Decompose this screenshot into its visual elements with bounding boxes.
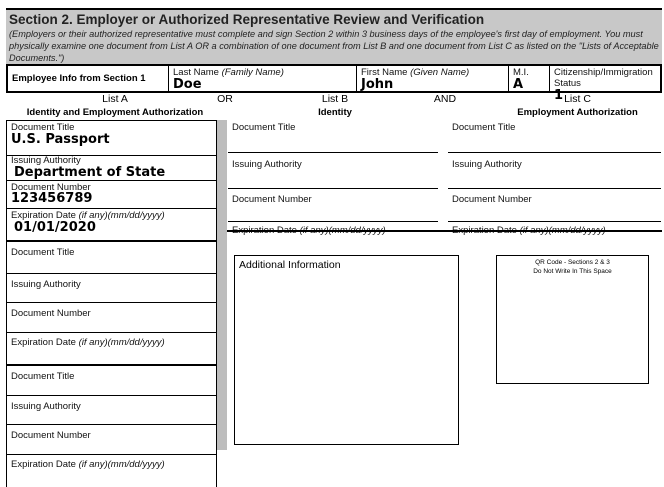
field-label: Issuing Authority [232,159,302,170]
list-b-issuing[interactable]: Issuing Authority [228,153,438,189]
list-a-heading: List A Identity and Employment Authorizat… [20,93,210,119]
list-b-doc-number[interactable]: Document Number [228,189,438,222]
list-a-doc1-title[interactable]: Document Title U.S. Passport [7,121,216,156]
list-b-doc-title[interactable]: Document Title [228,120,438,153]
section-header: Section 2. Employer or Authorized Repres… [6,8,662,65]
field-value: Department of State [14,165,166,180]
list-a-subtitle: Identity and Employment Authorization [26,107,204,118]
field-label: Issuing Authority [11,155,81,166]
or-label: OR [217,93,233,105]
field-label: Document Number [452,194,532,205]
qr-code-box: QR Code - Sections 2 & 3 Do Not Write In … [496,255,649,384]
list-c-heading: List C Employment Authorization [510,93,645,119]
list-c-title: List C [564,93,591,105]
list-a-doc2-issuing[interactable]: Issuing Authority [7,274,216,303]
list-b-expiration[interactable]: Expiration Date (if any)(mm/dd/yyyy) [228,222,438,257]
and-label: AND [433,93,457,105]
list-c-doc-number[interactable]: Document Number [448,189,661,222]
field-label: Document Number [11,308,91,319]
first-name-value: John [361,77,394,92]
list-a-doc2-number[interactable]: Document Number [7,303,216,333]
list-b-title: List B [321,93,349,105]
field-value: 01/01/2020 [14,220,96,235]
list-b-subtitle: Identity [318,107,352,118]
list-a-column: Document Title U.S. Passport Issuing Auth… [6,120,217,487]
status-label: Citizenship/Immigration Status [554,67,653,89]
section-title: Section 2. Employer or Authorized Repres… [9,12,485,27]
list-a-doc3-expiration[interactable]: Expiration Date (if any)(mm/dd/yyyy) [7,455,216,487]
last-name-hint: (Family Name) [221,67,284,78]
field-label: Document Number [11,182,91,193]
mi-field[interactable]: M.I. A [509,66,550,92]
field-label: Document Title [11,247,75,258]
field-label: Document Title [11,371,75,382]
list-a-doc2-title[interactable]: Document Title [7,242,216,274]
field-hint: (if any)(mm/dd/yyyy) [78,210,165,221]
field-value: 123456789 [11,191,93,206]
field-label: Document Title [232,122,296,133]
list-a-doc1-expiration[interactable]: Expiration Date (if any)(mm/dd/yyyy) 01/0… [7,209,216,242]
qr-notice: Do Not Write In This Space [533,268,612,275]
section-instructions: (Employers or their authorized represent… [9,29,659,63]
field-hint: (if any)(mm/dd/yyyy) [78,337,165,348]
field-label: Issuing Authority [11,279,81,290]
first-name-field[interactable]: First Name (Given Name) John [357,66,509,92]
field-label: Issuing Authority [11,401,81,412]
list-a-doc3-issuing[interactable]: Issuing Authority [7,396,216,425]
last-name-field[interactable]: Last Name (Family Name) Doe [169,66,357,92]
additional-info-box[interactable]: Additional Information [234,255,459,445]
field-label: Expiration Date [11,337,79,348]
status-field[interactable]: Citizenship/Immigration Status 1 [550,66,660,103]
section-divider [227,230,662,232]
first-name-label: First Name [361,67,408,78]
list-c-subtitle: Employment Authorization [517,107,638,118]
field-label: Expiration Date [11,210,79,221]
list-a-doc1-number[interactable]: Document Number 123456789 [7,181,216,209]
list-b-heading: List B Identity [290,93,380,119]
field-label: Expiration Date [11,459,79,470]
column-divider [217,120,227,450]
last-name-label: Last Name [173,67,219,78]
list-b-column: Document Title Issuing Authority Documen… [228,120,438,257]
list-a-title: List A [102,93,128,105]
additional-info-label: Additional Information [239,259,341,271]
employee-info-row: Employee Info from Section 1 Last Name (… [6,64,662,103]
list-c-column: Document Title Issuing Authority Documen… [448,120,661,257]
mi-label: M.I. [513,67,529,78]
last-name-value: Doe [173,77,202,92]
field-value: U.S. Passport [11,132,110,147]
first-name-hint: (Given Name) [410,67,470,78]
field-label: Document Title [11,122,75,133]
list-a-doc1-issuing[interactable]: Issuing Authority Department of State [7,156,216,181]
list-a-doc3-number[interactable]: Document Number [7,425,216,455]
list-a-doc3-title[interactable]: Document Title [7,366,216,396]
employee-info-label: Employee Info from Section 1 [8,66,169,91]
list-c-doc-title[interactable]: Document Title [448,120,661,153]
field-label: Issuing Authority [452,159,522,170]
list-c-expiration[interactable]: Expiration Date (if any)(mm/dd/yyyy) [448,222,661,257]
list-a-doc2-expiration[interactable]: Expiration Date (if any)(mm/dd/yyyy) [7,333,216,366]
field-label: Document Number [11,430,91,441]
list-c-issuing[interactable]: Issuing Authority [448,153,661,189]
mi-value: A [513,77,524,92]
field-label: Document Title [452,122,516,133]
qr-label: QR Code - Sections 2 & 3 [535,259,610,266]
field-label: Document Number [232,194,312,205]
field-hint: (if any)(mm/dd/yyyy) [78,459,165,470]
status-value: 1 [554,88,564,103]
